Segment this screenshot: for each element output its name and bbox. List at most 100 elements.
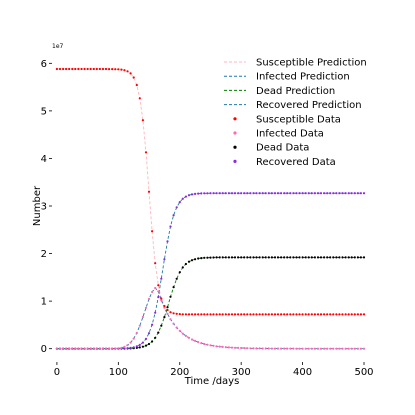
dead-data-point xyxy=(181,266,184,269)
susceptible-data-point xyxy=(264,313,267,316)
recovered-data-point xyxy=(267,192,270,195)
dead-data-point xyxy=(276,256,280,259)
susceptible-data-point xyxy=(157,284,160,287)
recovered-data-point xyxy=(341,192,344,195)
dead-data-point xyxy=(218,256,221,259)
dead-data-point xyxy=(267,256,270,259)
susceptible-data-point xyxy=(178,313,181,316)
dead-data-point xyxy=(240,256,243,259)
dead-data-point xyxy=(362,256,366,259)
recovered-data-point xyxy=(157,296,160,299)
susceptible-data-point xyxy=(295,313,298,316)
dead-data-point xyxy=(310,256,313,259)
dead-data-point xyxy=(341,256,344,259)
infected-data-point xyxy=(261,347,264,350)
legend-marker-swatch xyxy=(233,159,237,163)
infected-data-point xyxy=(163,306,166,309)
dead-data-point xyxy=(319,256,323,259)
x-tick-label: 300 xyxy=(232,367,251,378)
susceptible-data-points xyxy=(55,67,366,316)
susceptible-data-point xyxy=(172,312,175,315)
susceptible-data-point xyxy=(356,313,359,316)
susceptible-data-point xyxy=(80,67,83,71)
dead-data-point xyxy=(243,256,246,259)
dead-data-point xyxy=(203,256,206,259)
susceptible-data-point xyxy=(249,313,252,316)
infected-data-point xyxy=(209,344,212,347)
susceptible-data-point xyxy=(120,68,123,71)
susceptible-data-point xyxy=(184,313,187,316)
recovered-data-point xyxy=(295,192,298,195)
infected-data-point xyxy=(316,347,320,350)
recovered-data-point xyxy=(310,192,313,195)
infected-data-point xyxy=(111,347,114,350)
infected-data-point xyxy=(292,347,295,350)
infected-data-point xyxy=(243,347,246,350)
susceptible-data-point xyxy=(227,313,230,316)
recovered-data-point xyxy=(224,192,227,195)
infected-data-point xyxy=(157,290,160,293)
infected-data-point xyxy=(104,347,108,350)
susceptible-data-point xyxy=(280,313,283,316)
recovered-data-point xyxy=(147,332,151,335)
susceptible-data-point xyxy=(298,313,301,316)
infected-data-point xyxy=(221,345,224,348)
y-tick-label: 4 xyxy=(41,154,47,165)
dead-data-point xyxy=(194,258,197,261)
susceptible-data-point xyxy=(129,72,132,75)
y-tick-label: 2 xyxy=(41,249,47,260)
infected-data-point xyxy=(255,347,258,350)
recovered-data-point xyxy=(329,192,332,195)
infected-data-point xyxy=(108,347,111,350)
susceptible-data-point xyxy=(55,67,59,71)
susceptible-data-point xyxy=(313,313,316,316)
recovered-data-point xyxy=(283,192,286,195)
susceptible-data-point xyxy=(89,67,92,71)
legend-entry: Dead Data xyxy=(233,143,309,154)
dead-data-point xyxy=(255,256,258,259)
susceptible-data-point xyxy=(338,313,341,316)
legend-marker-swatch xyxy=(233,145,237,149)
susceptible-data-point xyxy=(169,311,172,314)
x-tick-label: 200 xyxy=(170,367,189,378)
dead-data-point xyxy=(190,259,194,262)
infected-data-point xyxy=(323,347,326,350)
recovered-data-point xyxy=(203,192,206,195)
infected-data-point xyxy=(240,346,243,350)
infected-data-point xyxy=(95,347,98,350)
dead-data-point xyxy=(252,256,255,259)
susceptible-data-point xyxy=(197,313,200,316)
dead-data-point xyxy=(178,271,181,274)
legend-entry: Recovered Prediction xyxy=(224,100,362,111)
infected-data-point xyxy=(310,347,313,350)
dead-data-point xyxy=(332,256,335,259)
infected-data-point xyxy=(206,343,209,346)
recovered-data-point xyxy=(326,192,329,195)
infected-data-point xyxy=(80,347,83,350)
x-axis-label: Time /days xyxy=(184,376,240,387)
susceptible-data-point xyxy=(341,313,344,316)
susceptible-data-point xyxy=(200,313,203,316)
infected-data-point xyxy=(249,347,252,350)
infected-data-point xyxy=(166,312,169,315)
susceptible-data-point xyxy=(181,313,184,316)
recovered-data-point xyxy=(350,192,353,195)
y-tick-label: 5 xyxy=(41,106,47,117)
susceptible-data-point xyxy=(104,67,108,71)
susceptible-data-point xyxy=(163,304,166,308)
recovered-data-point xyxy=(344,192,347,195)
susceptible-data-point xyxy=(123,69,126,72)
recovered-data-point xyxy=(233,192,237,195)
infected-data-point xyxy=(362,347,366,350)
susceptible-data-point xyxy=(353,313,356,316)
susceptible-data-point xyxy=(215,313,218,316)
infected-data-point xyxy=(280,347,283,350)
susceptible-data-point xyxy=(289,313,292,316)
infected-data-point xyxy=(89,347,92,350)
susceptible-data-point xyxy=(92,67,95,71)
susceptible-data-point xyxy=(108,68,111,71)
infected-data-point xyxy=(329,347,332,350)
recovered-data-point xyxy=(273,192,277,195)
susceptible-data-point xyxy=(230,313,234,316)
infected-data-point xyxy=(304,347,307,350)
